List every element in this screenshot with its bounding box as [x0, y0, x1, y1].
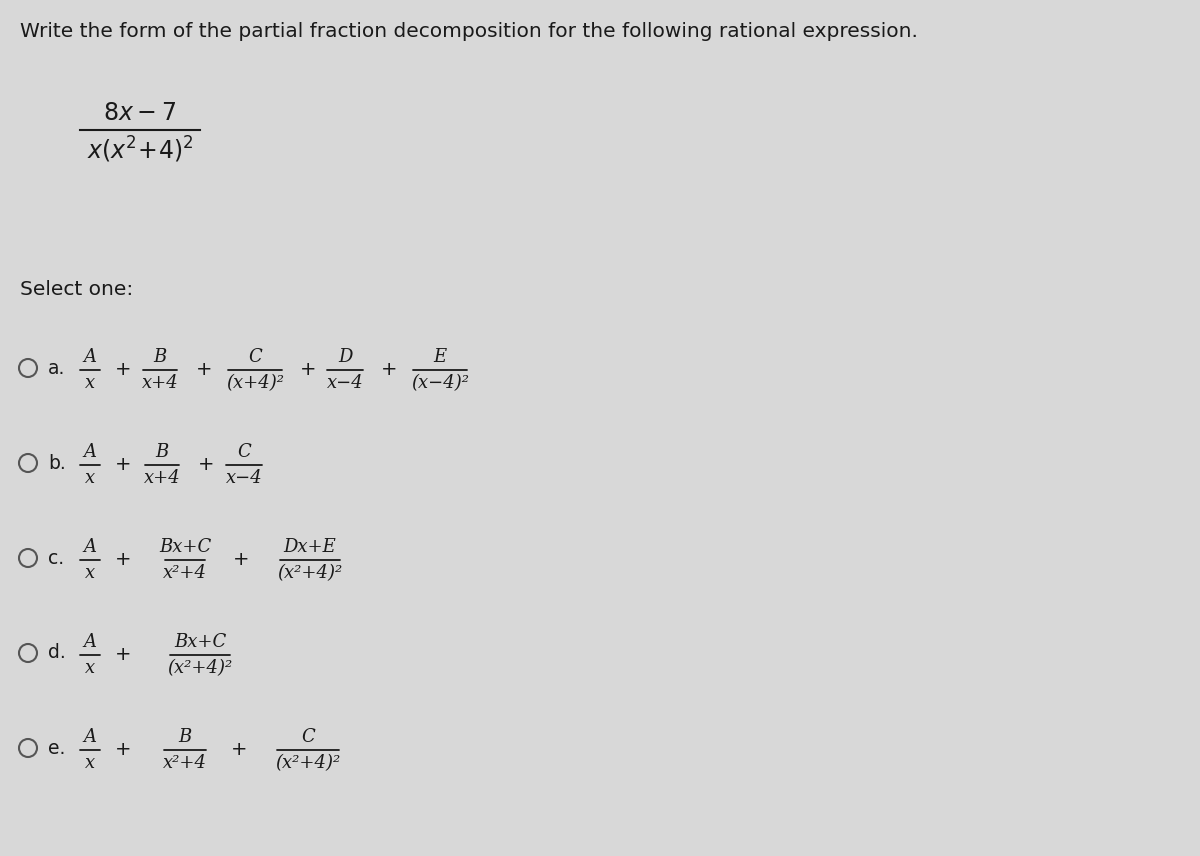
Text: B: B	[155, 443, 169, 461]
Text: $+$: $+$	[299, 361, 316, 379]
Text: Select one:: Select one:	[20, 280, 133, 299]
Text: x: x	[85, 659, 95, 677]
Text: (x+4)²: (x+4)²	[226, 374, 284, 392]
Text: Bx+C: Bx+C	[158, 538, 211, 556]
Text: x+4: x+4	[144, 469, 180, 487]
Text: x²+4: x²+4	[163, 564, 208, 582]
Text: $+$: $+$	[114, 741, 130, 759]
Text: (x²+4)²: (x²+4)²	[275, 754, 341, 772]
Text: Dx+E: Dx+E	[283, 538, 336, 556]
Text: e.: e.	[48, 739, 65, 758]
Text: x−4: x−4	[326, 374, 364, 392]
Text: $x(x^2\!+\!4)^2$: $x(x^2\!+\!4)^2$	[86, 135, 193, 165]
Text: $+$: $+$	[380, 361, 396, 379]
Text: $+$: $+$	[114, 361, 130, 379]
Text: E: E	[433, 348, 446, 366]
Text: C: C	[248, 348, 262, 366]
Text: Bx+C: Bx+C	[174, 633, 226, 651]
Text: A: A	[84, 633, 96, 651]
Text: $+$: $+$	[114, 646, 130, 664]
Text: B: B	[179, 728, 192, 746]
Text: x+4: x+4	[142, 374, 179, 392]
Text: $+$: $+$	[197, 456, 214, 474]
Text: $+$: $+$	[114, 456, 130, 474]
Text: A: A	[84, 538, 96, 556]
Text: Write the form of the partial fraction decomposition for the following rational : Write the form of the partial fraction d…	[20, 22, 918, 41]
Text: A: A	[84, 443, 96, 461]
Text: (x²+4)²: (x²+4)²	[277, 564, 343, 582]
Text: x: x	[85, 564, 95, 582]
Text: x−4: x−4	[226, 469, 263, 487]
Text: A: A	[84, 348, 96, 366]
Text: x: x	[85, 754, 95, 772]
Text: (x−4)²: (x−4)²	[410, 374, 469, 392]
Text: C: C	[301, 728, 314, 746]
Text: $+$: $+$	[114, 551, 130, 569]
Text: C: C	[238, 443, 251, 461]
Text: x: x	[85, 374, 95, 392]
Text: $+$: $+$	[232, 551, 248, 569]
Text: (x²+4)²: (x²+4)²	[167, 659, 233, 677]
Text: b.: b.	[48, 454, 66, 473]
Text: d.: d.	[48, 644, 66, 663]
Text: $+$: $+$	[230, 741, 246, 759]
Text: B: B	[154, 348, 167, 366]
Text: $8x-7$: $8x-7$	[103, 102, 176, 125]
Text: $+$: $+$	[194, 361, 211, 379]
Text: D: D	[338, 348, 352, 366]
Text: c.: c.	[48, 549, 64, 568]
Text: A: A	[84, 728, 96, 746]
Text: a.: a.	[48, 359, 65, 377]
Text: x²+4: x²+4	[163, 754, 208, 772]
Text: x: x	[85, 469, 95, 487]
